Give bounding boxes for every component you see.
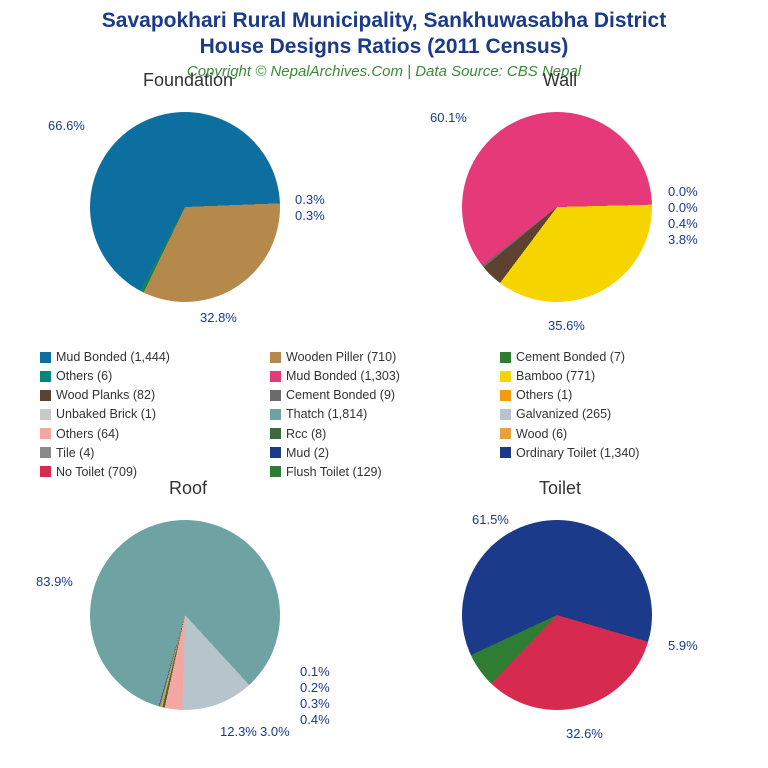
- legend-item: Ordinary Toilet (1,340): [500, 444, 639, 462]
- legend-label: Mud Bonded (1,303): [286, 367, 400, 385]
- pie-foundation: [90, 112, 280, 302]
- legend-label: Flush Toilet (129): [286, 463, 382, 481]
- pie-toilet: [462, 520, 652, 710]
- legend-swatch: [270, 447, 281, 458]
- legend-swatch: [270, 390, 281, 401]
- legend-label: Wood (6): [516, 425, 567, 443]
- pct-label: 0.2%: [300, 680, 330, 695]
- pct-label: 66.6%: [48, 118, 85, 133]
- legend-column: Wooden Piller (710)Mud Bonded (1,303)Cem…: [270, 348, 400, 482]
- pct-label: 32.8%: [200, 310, 237, 325]
- legend-item: Thatch (1,814): [270, 405, 400, 423]
- legend-swatch: [270, 371, 281, 382]
- legend-column: Cement Bonded (7)Bamboo (771)Others (1)G…: [500, 348, 639, 463]
- legend-label: Wooden Piller (710): [286, 348, 396, 366]
- legend-label: Others (1): [516, 386, 572, 404]
- legend-label: Unbaked Brick (1): [56, 405, 156, 423]
- legend-swatch: [40, 466, 51, 477]
- legend-swatch: [40, 409, 51, 420]
- legend-item: No Toilet (709): [40, 463, 170, 481]
- legend-item: Galvanized (265): [500, 405, 639, 423]
- legend-label: Wood Planks (82): [56, 386, 155, 404]
- pct-label: 0.3%: [300, 696, 330, 711]
- pct-label: 35.6%: [548, 318, 585, 333]
- pie-roof: [90, 520, 280, 710]
- legend-swatch: [270, 409, 281, 420]
- legend-item: Others (64): [40, 425, 170, 443]
- legend-label: Cement Bonded (9): [286, 386, 395, 404]
- legend-swatch: [500, 428, 511, 439]
- chart-title-wall: Wall: [430, 70, 690, 91]
- legend-column: Mud Bonded (1,444)Others (6)Wood Planks …: [40, 348, 170, 482]
- legend-item: Wood (6): [500, 425, 639, 443]
- legend-item: Others (6): [40, 367, 170, 385]
- pct-label: 3.0%: [260, 724, 290, 739]
- legend-swatch: [40, 352, 51, 363]
- pie-wall: [462, 112, 652, 302]
- legend-item: Tile (4): [40, 444, 170, 462]
- legend-item: Rcc (8): [270, 425, 400, 443]
- legend-label: Cement Bonded (7): [516, 348, 625, 366]
- legend-label: Rcc (8): [286, 425, 326, 443]
- legend-swatch: [500, 409, 511, 420]
- legend-item: Mud Bonded (1,303): [270, 367, 400, 385]
- pct-label: 60.1%: [430, 110, 467, 125]
- pct-label: 0.1%: [300, 664, 330, 679]
- legend-swatch: [500, 352, 511, 363]
- legend-swatch: [40, 390, 51, 401]
- legend-swatch: [40, 371, 51, 382]
- pct-label: 61.5%: [472, 512, 509, 527]
- pct-label: 3.8%: [668, 232, 698, 247]
- legend-label: Others (64): [56, 425, 119, 443]
- legend-label: No Toilet (709): [56, 463, 137, 481]
- legend-label: Mud (2): [286, 444, 329, 462]
- chart-title-toilet: Toilet: [430, 478, 690, 499]
- pct-label: 5.9%: [668, 638, 698, 653]
- legend-label: Mud Bonded (1,444): [56, 348, 170, 366]
- legend-label: Others (6): [56, 367, 112, 385]
- legend-label: Thatch (1,814): [286, 405, 367, 423]
- legend-item: Flush Toilet (129): [270, 463, 400, 481]
- chart-title-foundation: Foundation: [58, 70, 318, 91]
- legend-swatch: [270, 352, 281, 363]
- pct-label: 0.0%: [668, 200, 698, 215]
- pct-label: 0.3%: [295, 192, 325, 207]
- legend-swatch: [270, 428, 281, 439]
- pct-label: 0.0%: [668, 184, 698, 199]
- legend-item: Bamboo (771): [500, 367, 639, 385]
- legend-label: Galvanized (265): [516, 405, 611, 423]
- legend-item: Wooden Piller (710): [270, 348, 400, 366]
- legend-item: Unbaked Brick (1): [40, 405, 170, 423]
- legend-label: Tile (4): [56, 444, 94, 462]
- legend-swatch: [500, 371, 511, 382]
- legend-item: Cement Bonded (7): [500, 348, 639, 366]
- legend-item: Mud (2): [270, 444, 400, 462]
- pct-label: 83.9%: [36, 574, 73, 589]
- pct-label: 32.6%: [566, 726, 603, 741]
- legend-swatch: [270, 466, 281, 477]
- legend-label: Ordinary Toilet (1,340): [516, 444, 639, 462]
- legend-label: Bamboo (771): [516, 367, 595, 385]
- legend-item: Mud Bonded (1,444): [40, 348, 170, 366]
- pct-label: 0.3%: [295, 208, 325, 223]
- legend-swatch: [40, 447, 51, 458]
- legend-swatch: [40, 428, 51, 439]
- pct-label: 0.4%: [300, 712, 330, 727]
- legend-swatch: [500, 390, 511, 401]
- legend-item: Others (1): [500, 386, 639, 404]
- legend-item: Cement Bonded (9): [270, 386, 400, 404]
- pct-label: 12.3%: [220, 724, 257, 739]
- legend-swatch: [500, 447, 511, 458]
- legend-item: Wood Planks (82): [40, 386, 170, 404]
- charts-container: Foundation Wall Roof Toilet 66.6%32.8%0.…: [0, 0, 768, 680]
- pct-label: 0.4%: [668, 216, 698, 231]
